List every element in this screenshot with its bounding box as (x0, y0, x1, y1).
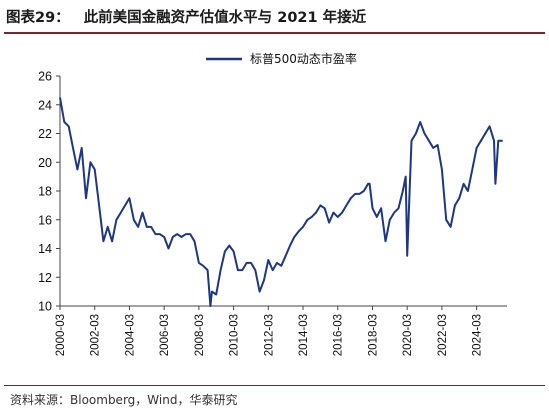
x-tick-label: 2000-03 (55, 314, 67, 356)
y-tick-label: 18 (38, 185, 52, 199)
x-tick-label: 2014-03 (298, 314, 310, 356)
x-tick-label: 2006-03 (159, 314, 171, 356)
source-divider (4, 385, 545, 386)
figure-caption: 此前美国金融资产估值水平与 2021 年接近 (83, 10, 367, 26)
y-tick-label: 12 (38, 271, 52, 285)
x-tick-label: 2018-03 (367, 314, 379, 356)
x-tick-label: 2016-03 (333, 314, 345, 356)
x-tick-label: 2022-03 (437, 314, 449, 356)
y-axis-ticks: 10 12 14 16 18 20 22 24 26 (38, 70, 60, 314)
x-tick-label: 2004-03 (124, 314, 136, 356)
x-tick-label: 2024-03 (472, 314, 484, 356)
x-axis-ticks: 2000-03 2002-03 2004-03 2006-03 2008-03 2010-… (55, 306, 484, 356)
series-line-pe-ratio (59, 97, 503, 307)
x-tick-label: 2008-03 (194, 314, 206, 356)
y-tick-label: 26 (38, 70, 52, 84)
x-tick-label: 2020-03 (402, 314, 414, 356)
source-note: 资料来源：Bloomberg，Wind，华泰研究 (10, 393, 238, 407)
x-tick-label: 2002-03 (90, 314, 102, 356)
y-tick-label: 14 (38, 242, 52, 256)
y-tick-label: 22 (38, 127, 52, 141)
x-tick-label: 2012-03 (263, 314, 275, 356)
y-tick-label: 20 (38, 156, 52, 170)
legend: 标普500动态市盈率 (206, 51, 357, 66)
y-tick-label: 24 (38, 98, 52, 112)
figure-label: 图表29： (6, 10, 70, 26)
y-tick-label: 16 (38, 213, 52, 227)
legend-label: 标普500动态市盈率 (250, 51, 357, 66)
x-tick-label: 2010-03 (229, 314, 241, 356)
y-tick-label: 10 (38, 300, 52, 314)
figure-title: 图表29： 此前美国金融资产估值水平与 2021 年接近 (6, 6, 366, 27)
title-divider (4, 32, 545, 34)
